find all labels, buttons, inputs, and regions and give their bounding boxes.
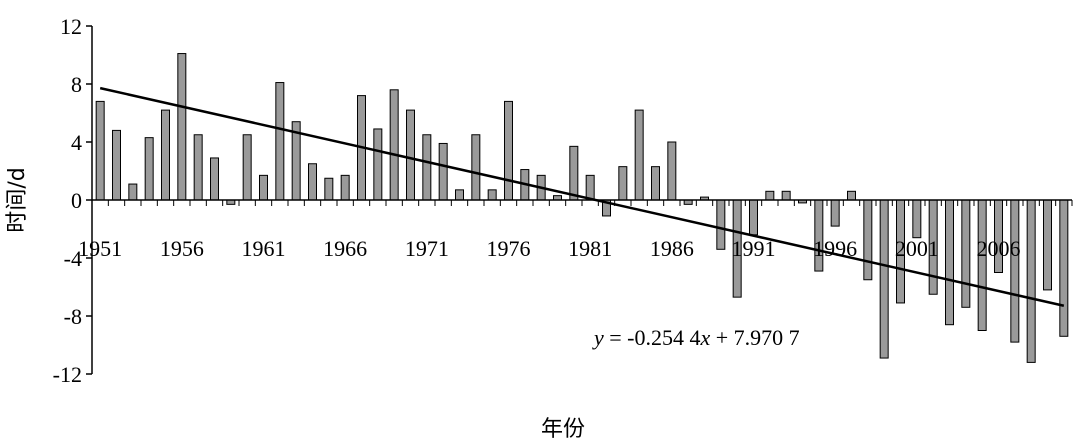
bar <box>112 129 121 201</box>
bar <box>945 199 954 326</box>
y-tick-label: -12 <box>53 362 82 387</box>
y-tick-label: 0 <box>71 188 82 213</box>
bar <box>324 177 334 201</box>
bar <box>749 199 758 236</box>
bar <box>667 141 677 201</box>
bar <box>977 199 987 331</box>
bar <box>863 199 873 281</box>
equation-part: = -0.254 4 <box>604 325 701 350</box>
x-tick-label: 2006 <box>977 236 1021 261</box>
equation-part: + 7.970 7 <box>710 325 799 350</box>
x-tick-label: 1986 <box>650 236 694 261</box>
x-axis: 1951 1956 1961 1966 1971 1976 1981 1986 1991 1996… <box>78 199 1073 261</box>
bar <box>585 174 595 201</box>
bar <box>1026 199 1036 363</box>
x-tick-label: 1956 <box>160 236 204 261</box>
y-tick-label: -4 <box>64 246 82 271</box>
trendline-group <box>99 86 1065 307</box>
y-tick-label: 12 <box>60 14 82 39</box>
bar <box>128 183 138 201</box>
bar <box>781 190 791 201</box>
y-tick-label: 8 <box>71 72 82 97</box>
bar <box>618 166 628 201</box>
equation-part: y <box>592 325 604 350</box>
x-tick-label: 1971 <box>405 236 449 261</box>
y-tick-label: 4 <box>71 130 82 155</box>
bar <box>275 82 285 201</box>
bar <box>389 89 399 201</box>
bar <box>471 134 481 201</box>
trendline <box>99 86 1065 307</box>
x-tick-label: 1966 <box>323 236 367 261</box>
x-axis-title: 年份 <box>541 417 585 442</box>
bar <box>210 157 219 201</box>
bar <box>259 174 268 201</box>
bar <box>830 199 840 227</box>
bar <box>569 145 579 201</box>
bar <box>161 109 170 201</box>
bar <box>765 190 775 201</box>
trendline-equation: y = -0.254 4x + 7.970 7 <box>592 325 800 350</box>
bar <box>847 190 856 201</box>
bar <box>651 166 660 201</box>
y-axis-title: 时间/d <box>5 167 30 232</box>
bar <box>422 134 432 201</box>
bar <box>1010 199 1020 343</box>
bar <box>193 134 203 201</box>
equation-part: x <box>700 325 711 350</box>
bar <box>308 163 317 201</box>
bar <box>879 199 889 359</box>
bar <box>144 137 154 201</box>
x-tick-label: 1976 <box>487 236 531 261</box>
x-tick-label: 1981 <box>568 236 612 261</box>
bar <box>912 199 922 239</box>
bar <box>177 53 187 201</box>
bar <box>504 100 513 201</box>
bar <box>438 142 448 201</box>
x-tick-label: 1951 <box>78 236 122 261</box>
y-tick-label: -8 <box>64 304 82 329</box>
bars <box>95 53 1069 363</box>
bar <box>340 174 350 201</box>
bar <box>373 128 383 201</box>
bar <box>242 134 252 201</box>
y-axis: 12 8 4 0 -4 -8 -12 <box>53 14 93 387</box>
bar <box>1043 199 1052 291</box>
bar <box>487 189 497 201</box>
bar <box>95 100 105 201</box>
bar <box>455 189 464 201</box>
x-tick-label: 2001 <box>895 236 939 261</box>
bar <box>634 109 644 201</box>
bar <box>716 199 726 250</box>
bar <box>406 109 415 201</box>
bar <box>961 199 971 308</box>
bar <box>1059 199 1069 337</box>
x-tick-label: 1961 <box>242 236 286 261</box>
